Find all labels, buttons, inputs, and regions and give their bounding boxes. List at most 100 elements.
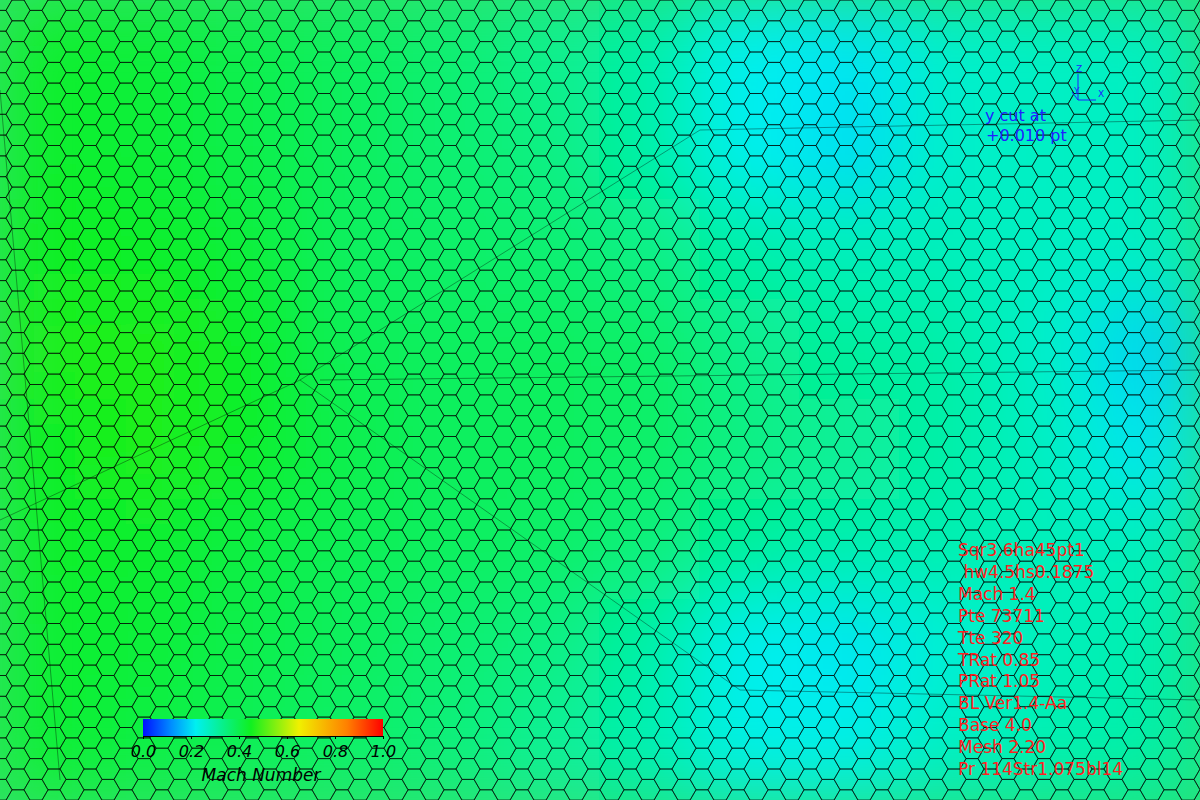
colorbar-tick-mark xyxy=(191,736,192,739)
field-cell xyxy=(699,199,801,301)
field-cell xyxy=(1099,599,1200,701)
field-cell xyxy=(799,0,901,101)
field-cell xyxy=(899,199,1001,301)
colorbar-tick-mark xyxy=(143,736,144,739)
field-cell xyxy=(499,399,601,501)
field-cell xyxy=(199,399,301,501)
field-cell xyxy=(799,699,901,800)
colorbar-axis: 0.0 0.2 0.4 0.6 0.8 1.0 xyxy=(131,736,396,761)
axes-triad: Z Y X xyxy=(1072,64,1104,100)
triad-label: Z xyxy=(1076,64,1082,74)
field-cell xyxy=(199,199,301,301)
triad-label: Y xyxy=(1073,86,1080,96)
colorbar-tick: 0.4 xyxy=(227,736,252,761)
field-cell xyxy=(1099,0,1200,101)
field-cell xyxy=(0,299,101,401)
colorbar-tick-mark xyxy=(239,736,240,739)
field-cell xyxy=(99,199,201,301)
colorbar-tick: 0.2 xyxy=(179,736,204,761)
field-cell xyxy=(999,399,1101,501)
colorbar-tick-mark xyxy=(335,736,336,739)
field-cell xyxy=(0,499,101,601)
field-cell xyxy=(199,599,301,701)
field-cell xyxy=(999,0,1101,101)
field-cell xyxy=(599,499,701,601)
field-cell xyxy=(599,199,701,301)
field-cell xyxy=(699,399,801,501)
field-cell xyxy=(699,699,801,800)
field-cell xyxy=(599,399,701,501)
field-cell xyxy=(399,299,501,401)
info-line: Pte 73711 xyxy=(958,606,1045,626)
info-line: Base 4.0 xyxy=(958,715,1032,735)
field-cell xyxy=(899,399,1001,501)
field-cell xyxy=(599,699,701,800)
colorbar-tick-label: 0.2 xyxy=(179,742,204,761)
field-cell xyxy=(699,0,801,101)
info-line: PRat 1.05 xyxy=(958,671,1040,691)
info-line: Tte 320 xyxy=(957,628,1023,648)
triad-lines xyxy=(1072,74,1096,100)
field-cell xyxy=(499,699,601,800)
field-cell xyxy=(399,499,501,601)
colorbar-tick-mark xyxy=(383,736,384,739)
colorbar-tick: 0.8 xyxy=(323,736,348,761)
mesh-seam xyxy=(0,90,1200,780)
field-cell xyxy=(399,0,501,101)
mesh xyxy=(0,0,1200,800)
field-cell xyxy=(199,299,301,401)
field-cell xyxy=(0,99,101,201)
field-cell xyxy=(1099,299,1200,401)
info-line: Sqr3.6ha45pt1 xyxy=(958,540,1085,560)
cut-label: y cut at xyxy=(985,106,1046,125)
field-cell xyxy=(799,399,901,501)
plot-area xyxy=(0,0,1200,800)
field-cell xyxy=(599,299,701,401)
field-cell xyxy=(299,399,401,501)
colorbar-tick-label: 1.0 xyxy=(371,742,396,761)
field-cell xyxy=(899,299,1001,401)
triad-label: X xyxy=(1098,89,1104,99)
field-cell xyxy=(499,199,601,301)
colorbar: 0.0 0.2 0.4 0.6 0.8 1.0 Mach Number xyxy=(131,719,396,785)
colorbar-tick: 0.6 xyxy=(275,736,300,761)
field-cell xyxy=(999,199,1101,301)
field-cell xyxy=(399,99,501,201)
field-cell xyxy=(0,699,101,800)
field-cell xyxy=(0,399,101,501)
info-line: BL Ver1.4-Aa xyxy=(958,693,1067,713)
canvas: 0.0 0.2 0.4 0.6 0.8 1.0 Mach Number Z Y Xy cut at… xyxy=(0,0,1200,800)
colorbar-gradient xyxy=(143,719,383,736)
field-cell xyxy=(799,199,901,301)
field-cell xyxy=(199,499,301,601)
field-cell xyxy=(799,99,901,201)
field-cell xyxy=(199,0,301,101)
field-cell xyxy=(1099,499,1200,601)
colorbar-tick-label: 0.8 xyxy=(323,742,348,761)
field-cell xyxy=(399,199,501,301)
info-line: hw4.5hs0.1875 xyxy=(958,562,1094,582)
field-cell xyxy=(599,599,701,701)
colorbar-tick: 1.0 xyxy=(371,736,396,761)
colorbar-tick-label: 0.4 xyxy=(227,742,252,761)
field-cell xyxy=(0,0,101,101)
colorbar-domain xyxy=(144,737,384,740)
colorbar-tick-label: 0.0 xyxy=(131,742,156,761)
info-line: Mach 1.4 xyxy=(958,584,1036,604)
field-cell xyxy=(299,199,401,301)
field-cell xyxy=(799,299,901,401)
field-cell xyxy=(1099,199,1200,301)
info-line: Pr 114Str1.075bl14 xyxy=(958,759,1123,779)
field-cell xyxy=(799,499,901,601)
colorbar-tick-mark xyxy=(287,736,288,739)
colorbar-label: Mach Number xyxy=(202,765,322,785)
field-cell xyxy=(299,599,401,701)
field-cell xyxy=(1099,399,1200,501)
info-line: Mesh 2.20 xyxy=(958,737,1046,757)
colorbar-tick: 0.0 xyxy=(131,736,156,761)
field-cell xyxy=(99,0,201,101)
field-cell xyxy=(1099,699,1200,800)
field-cell xyxy=(899,0,1001,101)
field-cell xyxy=(499,599,601,701)
info-line: TRat 0.85 xyxy=(957,650,1040,670)
